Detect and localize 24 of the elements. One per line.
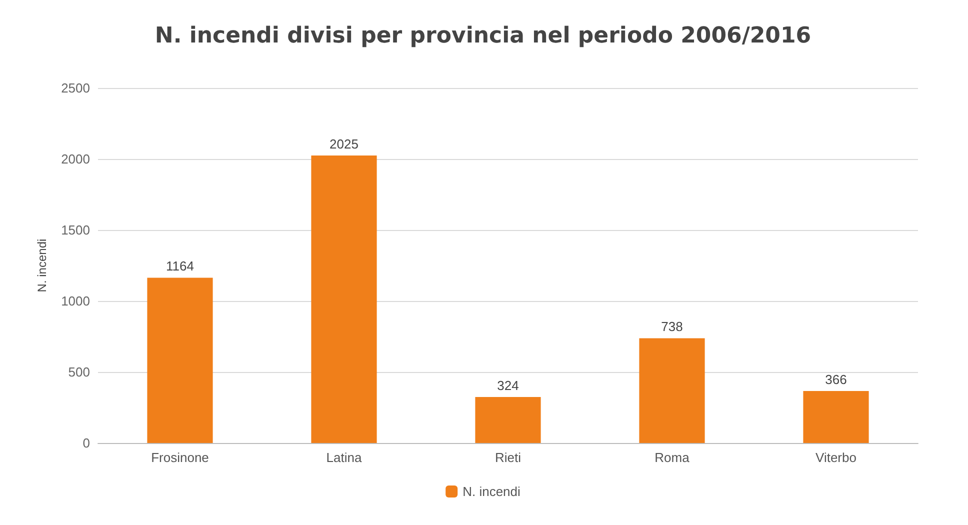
y-tick-label: 1000 — [61, 294, 90, 308]
data-label: 2025 — [330, 136, 358, 152]
y-tick-label: 0 — [82, 436, 90, 450]
data-label: 366 — [825, 372, 847, 388]
data-label: 738 — [661, 319, 683, 334]
bar — [475, 396, 541, 443]
y-axis-title: N. incendi — [35, 238, 49, 292]
x-tick-label: Latina — [326, 450, 362, 465]
bar — [147, 278, 213, 443]
y-tick-label: 2000 — [61, 152, 90, 166]
x-tick-label: Rieti — [494, 450, 522, 465]
x-tick-label: Roma — [654, 450, 690, 465]
chart-title: N. incendi divisi per provincia nel periodo 2006/2016 — [154, 24, 812, 48]
y-tick-label: 1500 — [61, 222, 90, 238]
x-tick-label: Viterbo — [816, 450, 856, 465]
bar — [639, 338, 705, 443]
y-tick-label: 500 — [68, 364, 90, 380]
y-tick-label: 2500 — [61, 80, 90, 96]
data-label: 1164 — [166, 258, 194, 274]
data-label: 324 — [497, 378, 519, 393]
x-tick-label: Frosinone — [151, 450, 209, 465]
bar — [803, 391, 869, 443]
legend-label: N. incendi — [462, 484, 521, 499]
bar — [311, 155, 377, 443]
